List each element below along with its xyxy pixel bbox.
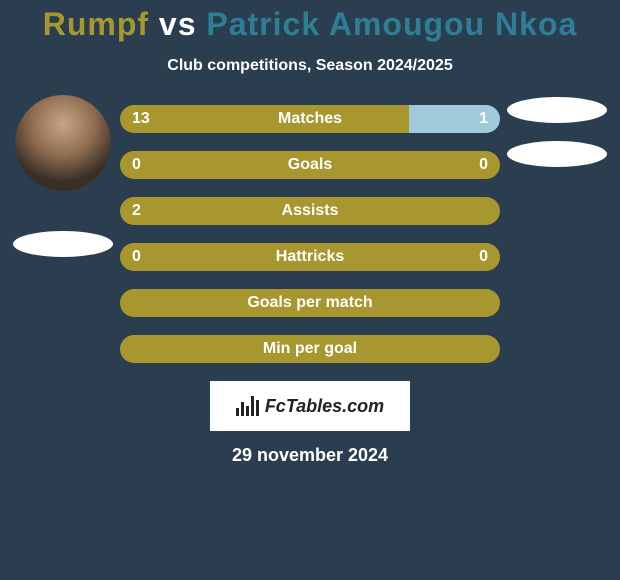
- bar-value-left: 2: [132, 202, 141, 220]
- bar-value-left: 0: [132, 156, 141, 174]
- bar-label: Min per goal: [263, 340, 357, 358]
- player2-secondary-logo: [507, 141, 607, 167]
- stat-bars: Matches131Goals00Assists2Hattricks00Goal…: [118, 105, 502, 363]
- stat-bar-goals: Goals 0 0: [120, 151, 500, 179]
- player1-avatar: [15, 95, 111, 191]
- fctables-icon: [236, 396, 259, 416]
- main-row: Matches131Goals00Assists2Hattricks00Goal…: [0, 105, 620, 363]
- bar-label: Hattricks: [276, 248, 344, 266]
- date: 29 november 2024: [0, 445, 620, 466]
- bar-value-right: 1: [479, 110, 488, 128]
- right-side: [502, 105, 612, 193]
- bar-label: Goals: [288, 156, 332, 174]
- stat-bar-assists: Assists 2: [120, 197, 500, 225]
- player1-name: Rumpf: [43, 6, 149, 42]
- bar-label: Goals per match: [247, 294, 372, 312]
- comparison-title: Rumpf vs Patrick Amougou Nkoa: [0, 6, 620, 43]
- bar-value-right: 0: [479, 248, 488, 266]
- bar-label: Assists: [282, 202, 339, 220]
- bar-segment-left: [120, 105, 409, 133]
- bar-value-right: 0: [479, 156, 488, 174]
- bar-value-left: 0: [132, 248, 141, 266]
- bar-value-left: 13: [132, 110, 150, 128]
- left-side: [8, 105, 118, 257]
- bar-label: Matches: [278, 110, 342, 128]
- player2-club-logo: [507, 97, 607, 123]
- stat-bar-min-per-goal: Min per goal: [120, 335, 500, 363]
- player2-name: Patrick Amougou Nkoa: [206, 6, 577, 42]
- player1-club-logo: [13, 231, 113, 257]
- subtitle: Club competitions, Season 2024/2025: [0, 57, 620, 75]
- stat-bar-matches: Matches 13 1: [120, 105, 500, 133]
- stat-bar-goals-per-match: Goals per match: [120, 289, 500, 317]
- fctables-text: FcTables.com: [265, 396, 384, 417]
- infographic-container: Rumpf vs Patrick Amougou Nkoa Club compe…: [0, 0, 620, 580]
- vs-text: vs: [159, 6, 206, 42]
- fctables-badge: FcTables.com: [210, 381, 410, 431]
- stat-bar-hattricks: Hattricks 0 0: [120, 243, 500, 271]
